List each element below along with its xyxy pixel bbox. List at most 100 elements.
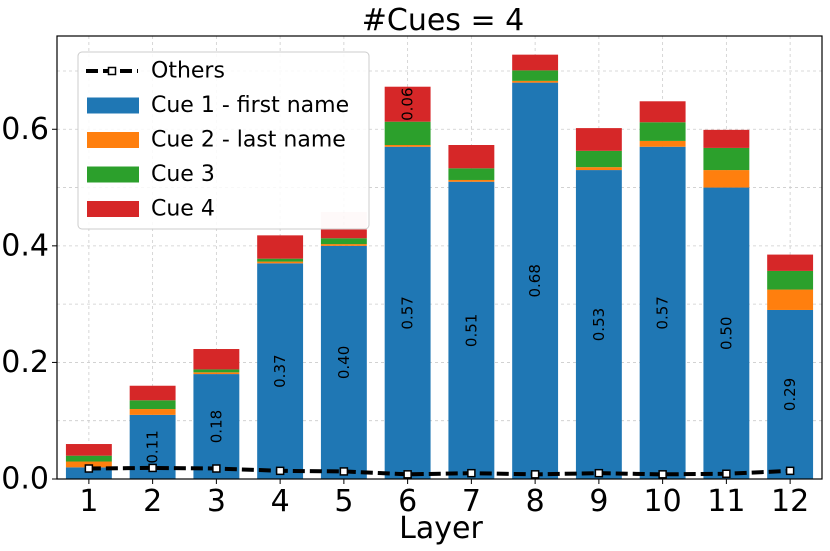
bar-segment-4 bbox=[512, 54, 559, 71]
x-tick-label: 10 bbox=[644, 484, 682, 519]
bar-segment-1 bbox=[193, 374, 240, 479]
plot-frame bbox=[56, 35, 823, 480]
bar-segment-2 bbox=[384, 145, 431, 147]
others-marker bbox=[467, 468, 476, 478]
bar-segment-2 bbox=[703, 170, 750, 188]
legend-label: Cue 2 - last name bbox=[151, 128, 346, 153]
bar-segment-3 bbox=[384, 121, 431, 146]
x-tick-label: 8 bbox=[526, 484, 545, 519]
bar-segment-4 bbox=[193, 349, 240, 370]
bar-segment-4 bbox=[703, 129, 750, 148]
bar-segment-4 bbox=[384, 86, 431, 122]
x-tick-label: 1 bbox=[79, 484, 98, 519]
bar-segment-1 bbox=[639, 146, 686, 479]
others-marker bbox=[148, 463, 157, 473]
x-tick-label: 6 bbox=[398, 484, 417, 519]
bar-segment-1 bbox=[65, 467, 112, 479]
bar-segment-4 bbox=[575, 128, 622, 151]
bar-segment-2 bbox=[448, 179, 495, 182]
bar-value-label: 0.50 bbox=[717, 317, 735, 350]
y-axis-ticks: 0.0 0.2 0.4 0.6 bbox=[1, 112, 57, 497]
bar-segment-3 bbox=[65, 455, 112, 462]
legend-swatch bbox=[87, 166, 139, 183]
legend-swatch bbox=[87, 132, 139, 148]
x-tick-label: 12 bbox=[771, 484, 809, 519]
others-marker bbox=[594, 468, 604, 478]
x-tick-label: 4 bbox=[271, 484, 290, 519]
bar-segment-1 bbox=[767, 309, 814, 479]
legend-label: Cue 1 - first name bbox=[151, 93, 349, 118]
bar-segment-1 bbox=[575, 170, 622, 479]
x-tick-label: 9 bbox=[589, 484, 608, 519]
x-tick-label: 3 bbox=[207, 484, 226, 519]
legend: Others Cue 1 - first name Cue 2 - last nam… bbox=[77, 51, 370, 230]
bar-segment-4 bbox=[129, 385, 176, 401]
legend-box bbox=[77, 51, 370, 230]
bars bbox=[65, 54, 814, 480]
legend-swatch-marker bbox=[107, 66, 117, 76]
bar-segment-1 bbox=[448, 181, 495, 479]
bar-segment-4 bbox=[320, 229, 367, 239]
bar-segment-2 bbox=[320, 244, 367, 246]
bar-segment-4 bbox=[767, 254, 814, 271]
bar-segment-3 bbox=[257, 258, 304, 262]
others-marker bbox=[658, 470, 667, 479]
bar-segment-3 bbox=[575, 150, 622, 168]
others-marker bbox=[785, 466, 795, 476]
bar-value-label: 0.57 bbox=[654, 296, 672, 329]
chart-title: #Cues = 4 bbox=[362, 3, 524, 38]
x-tick-label: 11 bbox=[707, 484, 745, 519]
y-tick-label: 0.4 bbox=[1, 228, 49, 263]
x-axis-ticks: 1 2 3 4 5 6 7 8 9 10 11 12 bbox=[79, 479, 809, 519]
x-tick-label: 2 bbox=[143, 484, 162, 519]
bar-value-label: 0.53 bbox=[590, 308, 608, 341]
bar-segment-3 bbox=[639, 122, 686, 141]
bar-segment-3 bbox=[767, 270, 814, 290]
x-tick-label: 5 bbox=[334, 484, 353, 519]
bar-segment-3 bbox=[193, 369, 240, 373]
others-marker bbox=[212, 464, 221, 473]
bar-segment-1 bbox=[512, 82, 559, 479]
bar-segment-3 bbox=[320, 238, 367, 245]
legend-label: Cue 4 bbox=[151, 197, 215, 222]
bar-segment-3 bbox=[448, 168, 495, 180]
others-marker bbox=[722, 469, 731, 479]
bar-segment-3 bbox=[129, 400, 176, 410]
bar-value-label: 0.37 bbox=[271, 354, 289, 387]
bar-segment-2 bbox=[639, 140, 686, 147]
legend-swatch bbox=[87, 97, 139, 114]
legend-label: Others bbox=[151, 59, 225, 84]
bar-value-label: 0.06 bbox=[399, 87, 417, 120]
bar-segment-1 bbox=[384, 146, 431, 479]
bar-segment-4 bbox=[639, 101, 686, 123]
bar-segment-1 bbox=[320, 245, 367, 479]
x-tick-label: 7 bbox=[462, 484, 481, 519]
bar-value-label: 0.51 bbox=[462, 314, 480, 347]
y-tick-label: 0.2 bbox=[1, 345, 49, 380]
x-axis-label: Layer bbox=[399, 511, 483, 546]
y-tick-label: 0.6 bbox=[1, 112, 49, 147]
bar-value-label: 0.57 bbox=[399, 296, 417, 329]
bar-value-label: 0.40 bbox=[335, 346, 353, 379]
y-tick-label: 0.0 bbox=[1, 462, 49, 497]
bar-value-label: 0.18 bbox=[207, 410, 225, 443]
bar-segment-3 bbox=[512, 70, 559, 81]
bar-value-label: 0.68 bbox=[526, 264, 544, 297]
bar-segment-4 bbox=[65, 444, 112, 456]
bar-segment-4 bbox=[257, 235, 304, 259]
bar-segment-3 bbox=[703, 147, 750, 171]
others-marker bbox=[275, 466, 285, 476]
bar-segment-4 bbox=[448, 145, 495, 169]
bar-segment-2 bbox=[129, 409, 176, 415]
bar-segment-1 bbox=[703, 187, 750, 480]
bar-segment-2 bbox=[767, 289, 814, 310]
others-marker bbox=[339, 467, 349, 476]
bar-segment-2 bbox=[575, 167, 622, 171]
bar-segment-1 bbox=[257, 263, 304, 479]
others-marker bbox=[84, 464, 94, 473]
others-line bbox=[84, 463, 795, 479]
bar-segment-2 bbox=[193, 372, 240, 375]
others-marker bbox=[403, 470, 412, 479]
bar-segment-2 bbox=[512, 80, 559, 83]
